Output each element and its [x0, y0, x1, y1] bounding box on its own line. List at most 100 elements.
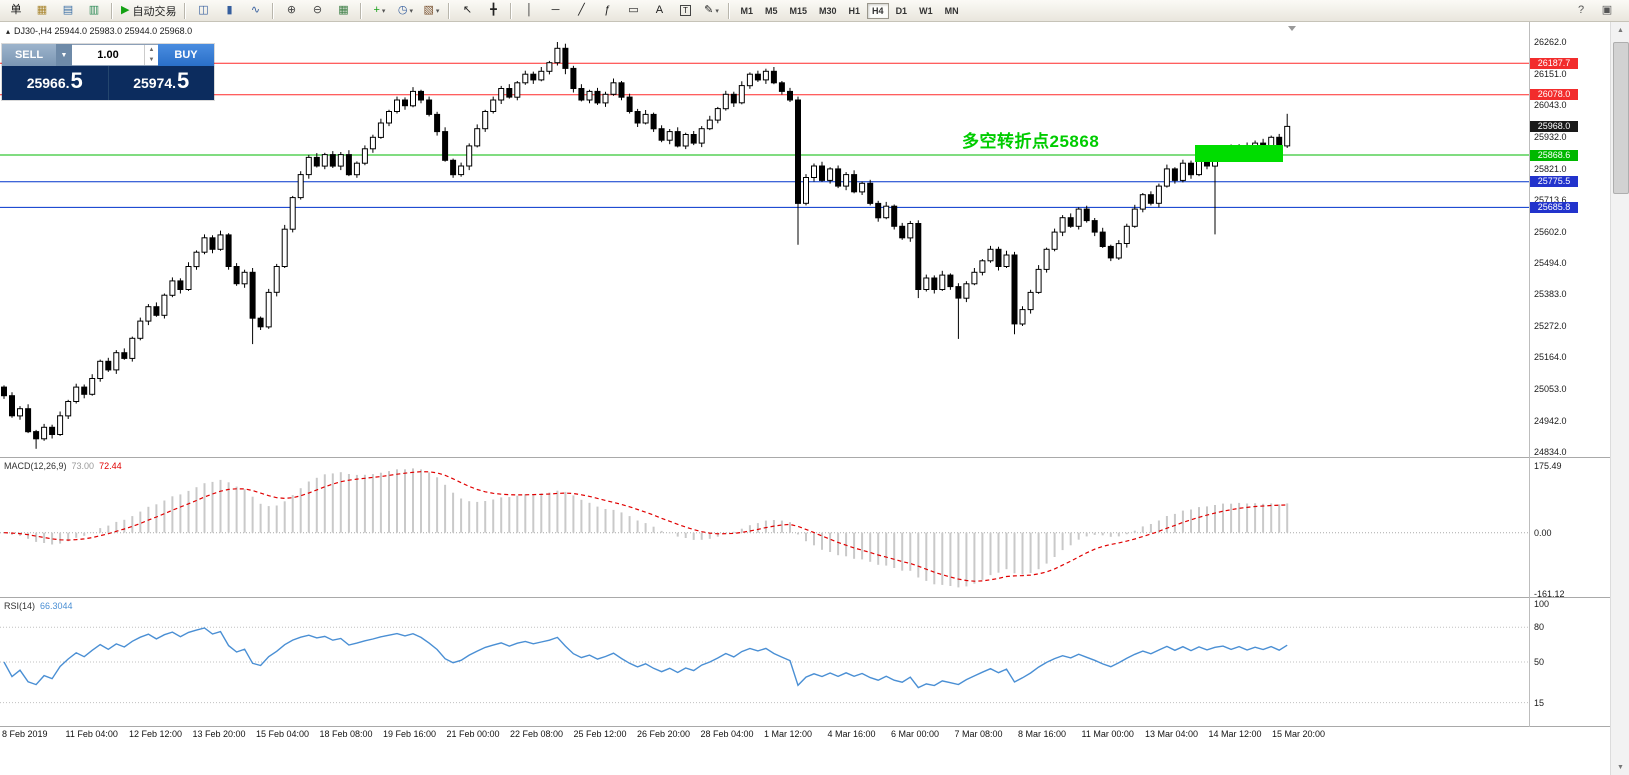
highlight-rectangle[interactable]	[1194, 144, 1284, 163]
chevron-down-icon[interactable]: ▾	[381, 7, 386, 15]
tile-windows-icon[interactable]: ▦	[331, 1, 355, 21]
axis-border	[1529, 22, 1530, 746]
time-axis-label: 11 Feb 04:00	[65, 729, 118, 739]
pane-separator[interactable]	[0, 457, 1610, 458]
chevron-down-icon[interactable]: ▾	[435, 7, 440, 15]
volume-input[interactable]: 1.00	[97, 49, 119, 61]
scroll-down-icon[interactable]: ▼	[1617, 763, 1624, 771]
macd-label: MACD(12,26,9) 73.00 72.44	[4, 461, 122, 471]
navigator-icon[interactable]: ▥	[82, 1, 106, 21]
indicators-add-icon[interactable]: + ▾	[367, 1, 391, 21]
rsi-axis-label: 100	[1534, 599, 1550, 609]
volume-up-icon[interactable]: ▲	[148, 47, 155, 53]
time-axis-label: 12 Feb 12:00	[129, 729, 183, 739]
horizontal-line-icon[interactable]: ─	[543, 1, 567, 21]
macd-axis-label: 175.49	[1534, 461, 1562, 471]
zoom-in-icon[interactable]: ⊕	[279, 1, 303, 21]
candlestick-chart-icon[interactable]: ▮	[217, 1, 241, 21]
time-axis-label: 21 Feb 00:00	[446, 729, 500, 739]
trendline-icon[interactable]: ╱	[569, 1, 593, 21]
timeframe-m15-button[interactable]: M15	[789, 5, 808, 16]
line-chart-icon[interactable]: ∿	[243, 1, 267, 21]
toolbar-separator	[728, 2, 731, 19]
help-icon: ?	[1577, 4, 1585, 16]
sell-price[interactable]: 25966. 5	[2, 66, 109, 100]
buy-price[interactable]: 25974. 5	[109, 66, 215, 100]
time-axis-label: 26 Feb 20:00	[637, 729, 691, 739]
price-axis-label: 26262.0	[1534, 37, 1567, 47]
autotrading-button-label: 自动交易	[132, 5, 177, 18]
line-chart-icon: ∿	[250, 4, 261, 16]
time-axis-label: 19 Feb 16:00	[383, 729, 437, 739]
periods-icon[interactable]: ◷ ▾	[393, 1, 417, 21]
shapes-icon: ▭	[628, 4, 639, 16]
volume-down-icon[interactable]: ▼	[148, 57, 155, 63]
text-label-icon: T	[680, 5, 691, 16]
sell-price-main: 25966.	[26, 75, 70, 91]
trendline-icon: ╱	[578, 4, 585, 16]
fibonacci-icon[interactable]: ƒ	[595, 1, 619, 21]
time-axis-label: 4 Mar 16:00	[827, 729, 876, 739]
arrows-icon: ✎	[704, 4, 714, 16]
indicators-add-icon: +	[373, 4, 380, 16]
data-window-icon[interactable]: ▤	[56, 1, 80, 21]
price-axis-label: 25053.0	[1534, 384, 1567, 395]
sell-price-pips: 5	[70, 68, 83, 93]
scrollbar-thumb[interactable]	[1613, 42, 1629, 194]
market-watch-icon[interactable]: ▦	[30, 1, 54, 21]
time-axis[interactable]: 8 Feb 2019 11 Feb 04:00 12 Feb 12:00 13 Feb…	[0, 727, 1610, 746]
chevron-down-icon[interactable]: ▾	[409, 7, 414, 15]
price-tag: 25868.6	[1530, 149, 1578, 161]
new-order-button[interactable]: 单	[4, 1, 28, 21]
crosshair-icon[interactable]: ╋	[481, 1, 505, 21]
volume-dropdown-icon[interactable]: ▼	[56, 44, 72, 66]
time-axis-label: 25 Feb 12:00	[573, 729, 627, 739]
cursor-icon: ↖	[462, 4, 473, 16]
timeframe-w1-button[interactable]: W1	[919, 5, 933, 16]
time-axis-label: 7 Mar 08:00	[954, 729, 1003, 739]
chevron-down-icon[interactable]: ▾	[715, 7, 719, 15]
rsi-chart[interactable]	[0, 598, 1529, 726]
candlestick-chart[interactable]	[0, 22, 1529, 458]
timeframe-m30-button[interactable]: M30	[819, 5, 837, 16]
arrows-icon[interactable]: ✎ ▾	[699, 1, 723, 21]
price-axis-label: 26043.0	[1534, 99, 1567, 110]
bar-chart-icon[interactable]: ◫	[191, 1, 215, 21]
scroll-up-icon[interactable]: ▲	[1617, 26, 1624, 34]
time-axis-label: 18 Feb 08:00	[319, 729, 373, 739]
collapse-panel-icon[interactable]: ▴	[6, 27, 11, 36]
pane-separator[interactable]	[0, 597, 1610, 598]
zoom-out-icon[interactable]: ⊖	[305, 1, 329, 21]
timeframe-m1-button[interactable]: M1	[740, 5, 753, 16]
symbol-ohlc-text: DJ30-,H4 25944.0 25983.0 25944.0 25968.0	[14, 26, 193, 36]
toolbar-separator	[510, 2, 513, 19]
time-axis-label: 28 Feb 04:00	[700, 729, 754, 739]
autotrading-button[interactable]: ▶ 自动交易	[118, 1, 179, 21]
timeframe-mn-button[interactable]: MN	[944, 5, 959, 16]
templates-icon[interactable]: ▧ ▾	[419, 1, 443, 21]
panels-icon[interactable]: ▣	[1595, 1, 1619, 21]
timeframe-m5-button[interactable]: M5	[764, 5, 778, 16]
vertical-line-icon[interactable]: │	[517, 1, 541, 21]
timeframe-h1-button[interactable]: H1	[848, 5, 861, 16]
text-label-icon[interactable]: T	[673, 1, 697, 21]
timeframe-h4-button[interactable]: H4	[867, 2, 889, 19]
text-icon[interactable]: A	[647, 1, 671, 21]
vertical-scrollbar[interactable]: ▲ ▼	[1610, 22, 1629, 775]
time-axis-label: 11 Mar 00:00	[1081, 729, 1134, 739]
chart-shift-icon[interactable]	[1288, 26, 1296, 31]
pane-separator[interactable]	[0, 726, 1610, 727]
data-window-icon: ▤	[62, 4, 74, 16]
buy-button[interactable]: BUY	[158, 44, 214, 66]
sell-button[interactable]: SELL	[2, 44, 56, 66]
cursor-icon[interactable]: ↖	[455, 1, 479, 21]
shapes-icon[interactable]: ▭	[621, 1, 645, 21]
one-click-trading-panel: SELL ▼ 1.00 ▲ ▼ BUY 25966. 5 25974. 5	[2, 44, 214, 100]
time-axis-label: 22 Feb 08:00	[510, 729, 564, 739]
tile-windows-icon: ▦	[338, 4, 349, 16]
macd-chart[interactable]	[0, 458, 1529, 597]
help-icon[interactable]: ?	[1569, 1, 1593, 21]
time-axis-label: 14 Mar 12:00	[1208, 729, 1262, 739]
timeframe-d1-button[interactable]: D1	[895, 5, 908, 16]
horizontal-line-icon: ─	[551, 4, 560, 16]
